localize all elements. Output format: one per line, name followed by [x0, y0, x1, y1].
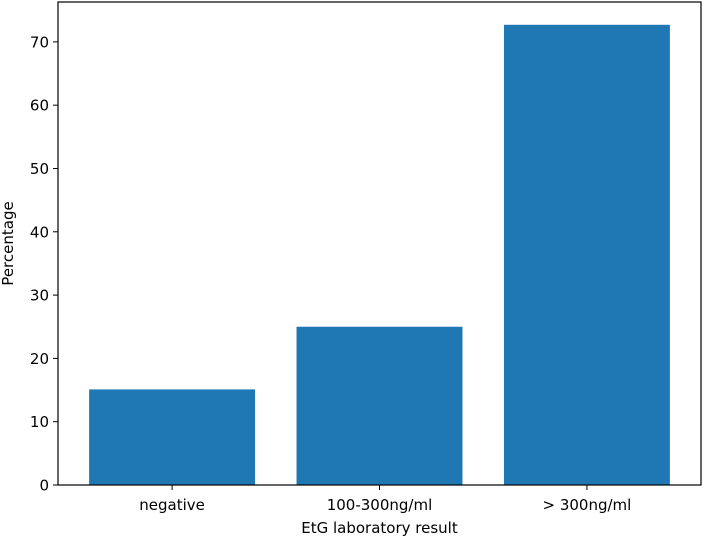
- plot-frame: [57, 1, 702, 486]
- y-axis-ticks: 0 10 20 30 40 50 60 70: [30, 33, 58, 495]
- x-axis-label: EtG laboratory result: [301, 519, 458, 537]
- y-tick-label: 20: [30, 350, 49, 368]
- y-tick-label: 0: [39, 477, 49, 495]
- x-tick-label: > 300ng/ml: [543, 496, 632, 514]
- y-tick-label: 40: [30, 223, 49, 241]
- x-axis-ticks: negative 100-300ng/ml > 300ng/ml: [139, 485, 631, 514]
- bar-2: [503, 24, 670, 485]
- y-tick-label: 60: [30, 97, 49, 115]
- x-tick-label: 100-300ng/ml: [327, 496, 433, 514]
- y-tick-label: 50: [30, 160, 49, 178]
- y-axis-label: Percentage: [0, 201, 17, 285]
- y-tick-label: 30: [30, 287, 49, 305]
- y-tick-label: 70: [30, 33, 49, 51]
- x-tick-label: negative: [139, 496, 205, 514]
- bars-group: [89, 24, 670, 485]
- bar-1: [296, 326, 463, 485]
- y-tick-label: 10: [30, 413, 49, 431]
- bar-0: [89, 389, 256, 485]
